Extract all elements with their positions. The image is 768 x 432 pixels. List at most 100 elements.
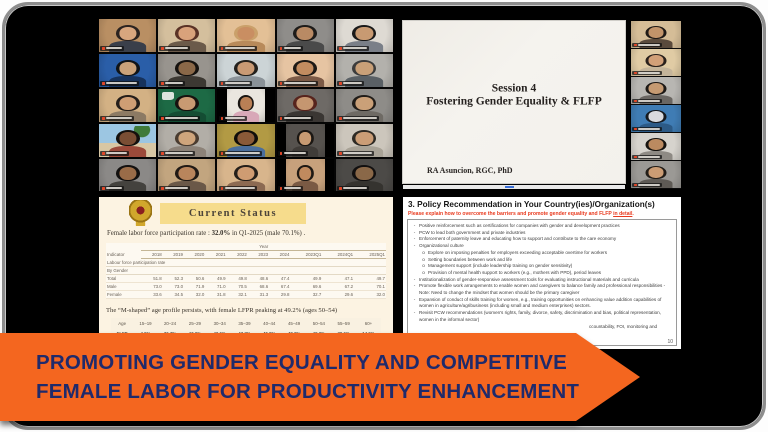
table-year-row: Indicator 2018 2019 2020 2021 2022 2023 2024 202… <box>106 250 386 259</box>
participant-tile[interactable] <box>158 124 216 157</box>
participant-tile[interactable] <box>217 54 275 87</box>
status-title-bar: Current Status <box>160 203 306 224</box>
bullet-marker: - <box>413 236 416 242</box>
participant-name-label <box>277 80 318 86</box>
value-cell: 52.3 <box>174 276 184 281</box>
age-cell: 45–49 <box>287 320 301 326</box>
participant-tile[interactable] <box>217 89 275 122</box>
person-silhouette <box>336 54 393 87</box>
session-slide-title: Session 4 Fostering Gender Equality & FL… <box>403 82 625 109</box>
person-silhouette <box>158 54 215 87</box>
participant-tile[interactable] <box>631 21 681 48</box>
participant-tile[interactable] <box>99 89 157 122</box>
name-text-blur <box>283 152 306 155</box>
year-cell: 2023Q1 <box>290 250 323 259</box>
value-cell: 48.6 <box>259 276 269 281</box>
value-cell: 70.1 <box>376 284 385 289</box>
page-number: 10 <box>667 339 673 345</box>
policy-slide: 3. Policy Recommendation in Your Country… <box>403 197 681 349</box>
value-cell: 68.6 <box>259 284 269 289</box>
person-face <box>355 166 373 181</box>
participant-tile[interactable] <box>158 54 216 87</box>
participant-tile[interactable] <box>217 159 275 191</box>
year-cell: 2019 <box>162 250 185 259</box>
participant-tile[interactable] <box>276 159 334 191</box>
policy-bullet: - PCW to lead both government and private… <box>412 230 671 237</box>
participant-name-label <box>218 80 252 86</box>
value-cell: 32.0 <box>376 292 385 297</box>
policy-bullet: o Explore on imposing penalties for emplo… <box>421 250 671 257</box>
name-text-blur <box>638 100 661 102</box>
bullet-text: Provision of mental health support to wo… <box>428 269 602 275</box>
bullet-text: Management support (include leadership t… <box>428 263 573 269</box>
participant-tile[interactable] <box>631 77 681 104</box>
participant-tile[interactable] <box>217 19 275 52</box>
person-face <box>178 166 196 181</box>
person-face <box>178 131 196 146</box>
person-face <box>355 96 373 111</box>
participant-tile[interactable] <box>276 89 334 122</box>
title-banner: PROMOTING GENDER EQUALITY AND COMPETITIV… <box>0 333 640 421</box>
participant-tile[interactable] <box>158 19 216 52</box>
person-silhouette <box>99 19 156 52</box>
name-text-blur <box>165 47 189 50</box>
participant-name-label <box>632 70 663 75</box>
participant-name-label <box>100 45 125 51</box>
bullet-text: Positive reinforcement such as certifica… <box>419 223 620 228</box>
name-text-blur <box>283 117 311 120</box>
name-text-blur <box>224 47 255 50</box>
participant-tile[interactable] <box>276 19 334 52</box>
policy-bullet: - Institutionalization of gender-responsi… <box>412 277 671 284</box>
status-intro-text: Female labor force participation rate : … <box>107 230 306 237</box>
muted-mic-icon <box>279 116 283 120</box>
participant-tile[interactable] <box>158 89 216 122</box>
age-cell: Age <box>118 320 127 326</box>
value-cell: 47.1 <box>344 276 354 281</box>
participant-tile[interactable] <box>631 161 681 188</box>
participant-tile[interactable] <box>631 133 681 160</box>
person-face <box>237 61 255 76</box>
person-face <box>299 166 312 181</box>
participant-tile[interactable] <box>631 49 681 76</box>
bullet-text: Institutionalization of gender-responsiv… <box>419 276 639 282</box>
participant-tile[interactable] <box>99 19 157 52</box>
participant-tile[interactable] <box>335 124 393 157</box>
indicator-label: Indicator <box>107 252 125 257</box>
participant-tile[interactable] <box>99 159 157 191</box>
person-face <box>648 83 664 95</box>
person-face <box>178 61 196 76</box>
participant-name-label <box>632 42 663 47</box>
participant-tile[interactable] <box>335 159 393 191</box>
participant-tile[interactable] <box>335 89 393 122</box>
value-cell: 69.6 <box>312 284 322 289</box>
age-header-row: Age 15–19 20–24 25–29 30–34 35–39 40–44 45–49 50… <box>111 318 381 328</box>
bullet-marker: o <box>422 269 425 275</box>
participant-tile[interactable] <box>335 19 393 52</box>
participant-tile[interactable] <box>99 54 157 87</box>
year-cell: 2025Q1 <box>354 250 386 259</box>
participant-tile[interactable] <box>335 54 393 87</box>
person-face <box>119 131 137 146</box>
participant-tile[interactable] <box>158 159 216 191</box>
value-cell: 50.6 <box>195 276 205 281</box>
participant-name-label <box>218 115 247 121</box>
participant-tile[interactable] <box>99 124 157 157</box>
bullet-text: PCW to lead both government and private … <box>419 229 526 235</box>
muted-mic-icon <box>161 116 164 120</box>
participant-name-label <box>159 45 191 51</box>
participant-tile[interactable] <box>276 54 334 87</box>
person-face <box>178 26 196 41</box>
person-torso <box>345 75 384 87</box>
participant-tile[interactable] <box>631 105 681 132</box>
person-face <box>648 55 664 67</box>
bullet-marker: - <box>413 243 416 249</box>
year-group-header: Year <box>141 243 386 251</box>
bullet-text: Explore on imposing penalties for employ… <box>428 249 607 255</box>
participant-tile[interactable] <box>217 124 275 157</box>
muted-mic-icon <box>634 71 637 75</box>
age-cell: 15–19 <box>139 320 152 326</box>
person-silhouette <box>286 159 325 191</box>
value-cell: 49.8 <box>238 276 247 281</box>
participant-tile[interactable] <box>276 124 334 157</box>
status-title: Current Status <box>188 208 278 219</box>
